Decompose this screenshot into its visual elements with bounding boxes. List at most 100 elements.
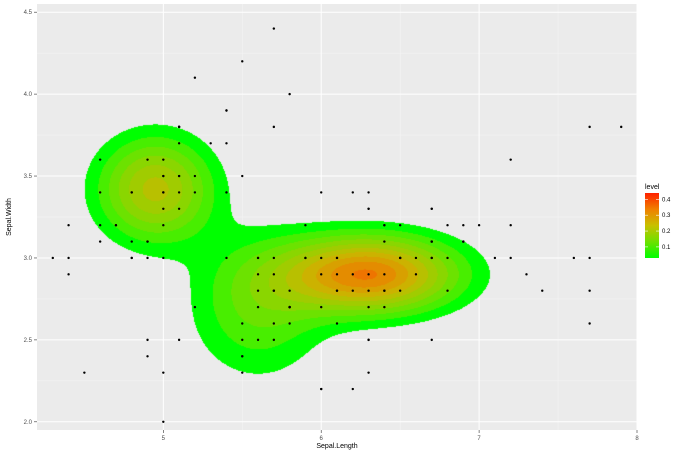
data-point	[398, 223, 402, 227]
density-contour-fill	[37, 4, 637, 430]
data-points	[51, 27, 623, 424]
data-point	[493, 256, 497, 260]
data-point	[272, 125, 276, 129]
data-point	[193, 305, 197, 309]
data-point	[446, 289, 449, 292]
data-point	[383, 223, 386, 227]
data-point	[146, 240, 149, 243]
data-point	[509, 256, 512, 260]
data-point	[177, 338, 181, 342]
data-point	[367, 191, 370, 194]
legend-tick-label: 0.1	[662, 245, 671, 251]
x-axis-title: Sepal.Length	[316, 443, 357, 450]
data-point	[241, 338, 244, 342]
data-point	[320, 387, 323, 391]
legend-tick-label: 0.4	[662, 197, 671, 203]
data-point	[288, 289, 291, 292]
x-tick-label: 6	[320, 436, 324, 442]
data-point	[462, 240, 465, 243]
density-fill	[37, 4, 637, 430]
data-point	[272, 256, 276, 260]
data-point	[114, 223, 118, 227]
data-point	[304, 223, 307, 227]
data-point	[98, 158, 102, 161]
data-point	[162, 158, 165, 161]
data-point	[446, 223, 449, 227]
data-point	[225, 256, 228, 260]
data-point	[588, 322, 591, 325]
data-point	[288, 92, 291, 96]
data-point	[462, 223, 465, 227]
data-point	[193, 174, 197, 178]
data-point	[272, 322, 276, 325]
data-point	[130, 240, 133, 243]
data-point	[162, 191, 165, 194]
data-point	[130, 191, 133, 194]
data-point	[509, 158, 512, 161]
data-point	[430, 338, 433, 342]
data-point	[588, 289, 591, 292]
data-point	[177, 174, 181, 178]
data-point	[177, 191, 181, 194]
data-point	[383, 240, 386, 243]
y-tick-label: 2.0	[24, 420, 33, 426]
data-point	[162, 207, 165, 211]
data-point	[272, 273, 276, 276]
data-point	[398, 256, 402, 260]
data-point	[225, 142, 228, 145]
data-point	[430, 240, 433, 243]
data-point	[383, 305, 386, 309]
data-point	[335, 256, 339, 260]
legend-tick-label: 0.2	[662, 229, 671, 235]
y-tick-label: 3.0	[24, 256, 33, 262]
data-point	[588, 125, 591, 129]
data-point	[414, 256, 418, 260]
data-point	[320, 273, 323, 276]
data-point	[383, 273, 386, 276]
data-point	[288, 305, 291, 309]
data-point	[620, 125, 623, 129]
data-point	[256, 273, 260, 276]
data-point	[477, 223, 481, 227]
legend-ticks: 0.1 0.2 0.3 0.4	[645, 197, 671, 251]
data-point	[272, 338, 276, 342]
data-point	[241, 355, 244, 358]
data-point	[209, 142, 212, 145]
data-point	[162, 223, 165, 227]
data-point	[430, 256, 433, 260]
data-point	[272, 27, 276, 30]
x-tick-label: 5	[162, 436, 166, 442]
data-point	[304, 256, 307, 260]
legend-title: level	[645, 184, 660, 191]
data-point	[193, 76, 197, 79]
data-point	[509, 223, 512, 227]
data-point	[320, 305, 323, 309]
data-point	[241, 60, 244, 63]
data-point	[367, 305, 370, 309]
legend-colorbar	[645, 193, 659, 258]
data-point	[320, 256, 323, 260]
data-point	[162, 371, 165, 374]
data-point	[572, 256, 576, 260]
x-tick-label: 7	[477, 436, 481, 442]
data-point	[367, 273, 370, 276]
data-point	[414, 273, 418, 276]
data-point	[146, 338, 149, 342]
data-point	[98, 191, 102, 194]
data-point	[241, 371, 244, 374]
data-point	[367, 371, 370, 374]
y-axis-ticks: 2.0 2.5 3.0 3.5 4.0 4.5	[24, 10, 37, 426]
data-point	[67, 273, 70, 276]
y-tick-label: 4.5	[24, 10, 33, 16]
data-point	[320, 191, 323, 194]
x-tick-label: 8	[635, 436, 639, 442]
data-point	[335, 289, 339, 292]
data-point	[177, 125, 181, 129]
data-point	[256, 305, 260, 309]
data-point	[335, 273, 339, 276]
data-point	[130, 256, 133, 260]
data-point	[351, 273, 354, 276]
data-point	[351, 191, 354, 194]
data-point	[241, 322, 244, 325]
data-point	[98, 223, 102, 227]
